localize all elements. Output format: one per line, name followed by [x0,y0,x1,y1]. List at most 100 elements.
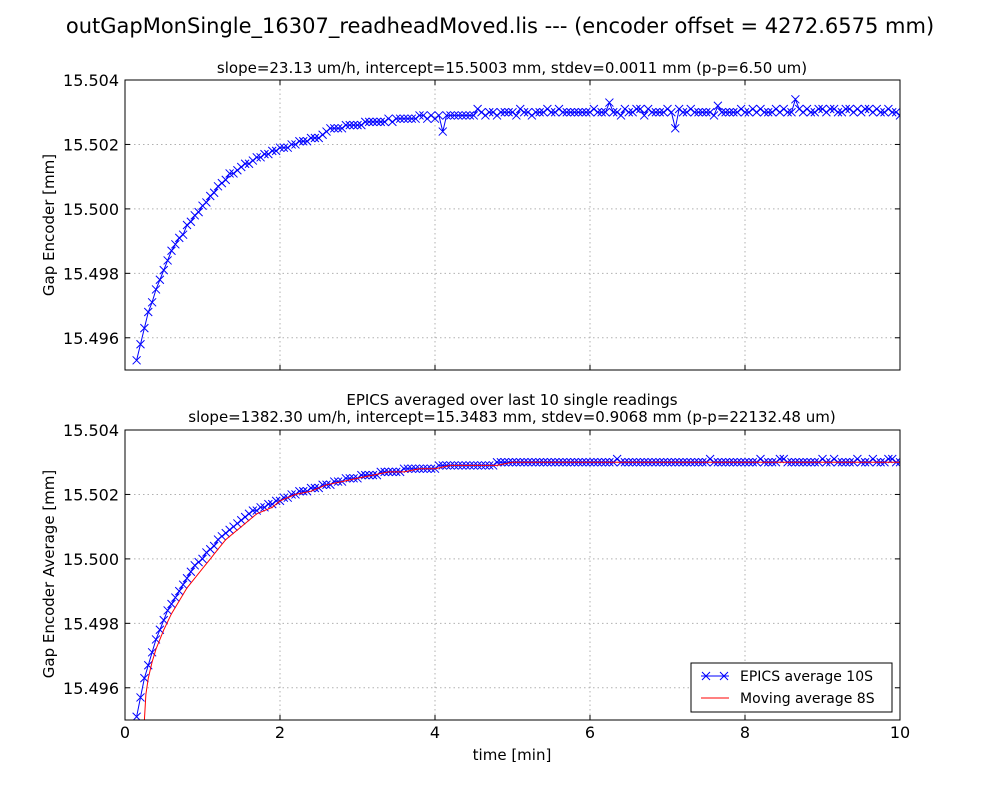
data-point-marker [295,136,304,146]
legend-label-epics: EPICS average 10S [740,669,873,685]
x-tick-label: 10 [890,723,910,742]
data-point-marker [694,107,703,117]
data-point-marker [267,146,277,156]
data-point-marker [407,114,417,124]
data-point-marker [725,107,734,117]
data-point-marker [380,467,389,477]
y-tick-label: 15.504 [63,421,119,440]
data-point-marker [678,107,688,117]
data-point-marker [667,107,676,117]
y-tick-label: 15.504 [63,71,119,90]
top-panel: slope=23.13 um/h, intercept=15.5003 mm, … [40,59,901,371]
data-point-marker [698,107,707,117]
data-point-marker [434,111,444,120]
data-point-marker [225,169,234,178]
top-panel-ticks: 15.496 15.498 15.500 15.502 15.504 [63,71,901,370]
data-point-marker [446,111,455,120]
bottom-panel-frame [124,429,901,721]
bottom-panel-data [132,454,900,720]
data-point-marker [221,175,231,185]
data-point-marker [512,111,521,120]
x-tick-label: 2 [275,723,285,742]
data-point-marker [264,499,273,509]
data-point-marker [504,457,513,467]
data-point-marker [364,470,374,480]
data-point-marker [159,265,169,275]
y-tick-label: 15.500 [63,550,119,569]
data-point-marker [787,107,796,117]
data-point-marker [504,107,513,117]
data-point-marker [465,111,475,120]
legend: EPICS average 10S Moving average 8S [690,662,893,713]
legend-entry-epics: EPICS average 10S [701,669,873,685]
data-point-marker [717,107,727,117]
data-point-marker [360,117,370,127]
top-panel-ylabel: Gap Encoder [mm] [40,154,58,296]
data-point-marker [411,464,420,474]
data-point-marker [376,117,386,127]
data-point-marker [136,693,145,702]
data-point-marker [178,580,188,590]
y-tick-label: 15.498 [63,264,119,283]
data-point-marker [775,454,785,464]
data-point-marker [701,107,711,117]
data-point-marker [825,104,835,114]
data-point-marker [171,593,180,602]
y-tick-label: 15.496 [63,679,119,698]
data-point-marker [581,107,591,117]
data-point-marker [806,107,816,117]
data-point-marker [469,111,479,120]
data-point-marker [143,307,153,317]
data-point-marker [593,107,603,117]
data-point-marker [186,217,196,227]
data-point-marker [453,111,463,120]
data-point-marker [484,107,494,117]
data-point-marker [496,107,506,117]
legend-entry-moving: Moving average 8S [701,691,875,707]
data-point-marker [260,149,269,159]
data-point-marker [163,256,172,265]
data-point-marker [298,136,308,146]
data-point-marker [632,104,641,114]
data-point-marker [500,457,510,467]
x-tick-label: 4 [430,723,440,742]
data-point-marker [341,120,351,130]
data-point-marker [140,323,149,333]
data-point-marker [391,114,401,124]
data-point-marker [209,541,219,551]
y-tick-label: 15.498 [63,614,119,633]
data-point-marker [372,117,382,127]
bottom-panel-subtitle: slope=1382.30 um/h, intercept=15.3483 mm… [188,408,835,426]
y-tick-label: 15.500 [63,200,119,219]
data-point-marker [329,123,339,133]
data-point-marker [721,107,730,117]
data-point-marker [570,107,579,117]
data-point-marker [887,107,897,117]
bottom-panel-ticks: 0 2 4 6 8 10 15.496 15.498 15.500 15.502 15.504 [63,421,910,742]
data-point-marker [256,502,265,512]
data-point-marker [349,473,358,483]
data-point-marker [136,339,145,349]
data-point-marker [713,101,723,111]
data-point-marker [198,554,207,564]
data-point-marker [608,107,618,117]
data-point-marker [333,477,343,486]
data-point-marker [167,599,176,609]
legend-marker-epics [719,671,729,681]
top-panel-data [132,94,900,365]
data-point-marker [279,143,289,153]
legend-label-moving: Moving average 8S [740,691,875,707]
data-point-marker [155,275,165,285]
data-point-marker [895,457,900,467]
data-point-marker [182,573,192,583]
data-point-marker [740,107,750,117]
data-point-marker [306,133,316,143]
data-point-marker [186,567,196,577]
data-point-marker [760,107,769,117]
data-point-marker [209,188,219,198]
data-point-marker [306,483,316,493]
data-point-marker [360,470,370,480]
data-point-marker [450,111,459,120]
data-point-marker [442,461,451,470]
data-point-marker [791,94,800,104]
